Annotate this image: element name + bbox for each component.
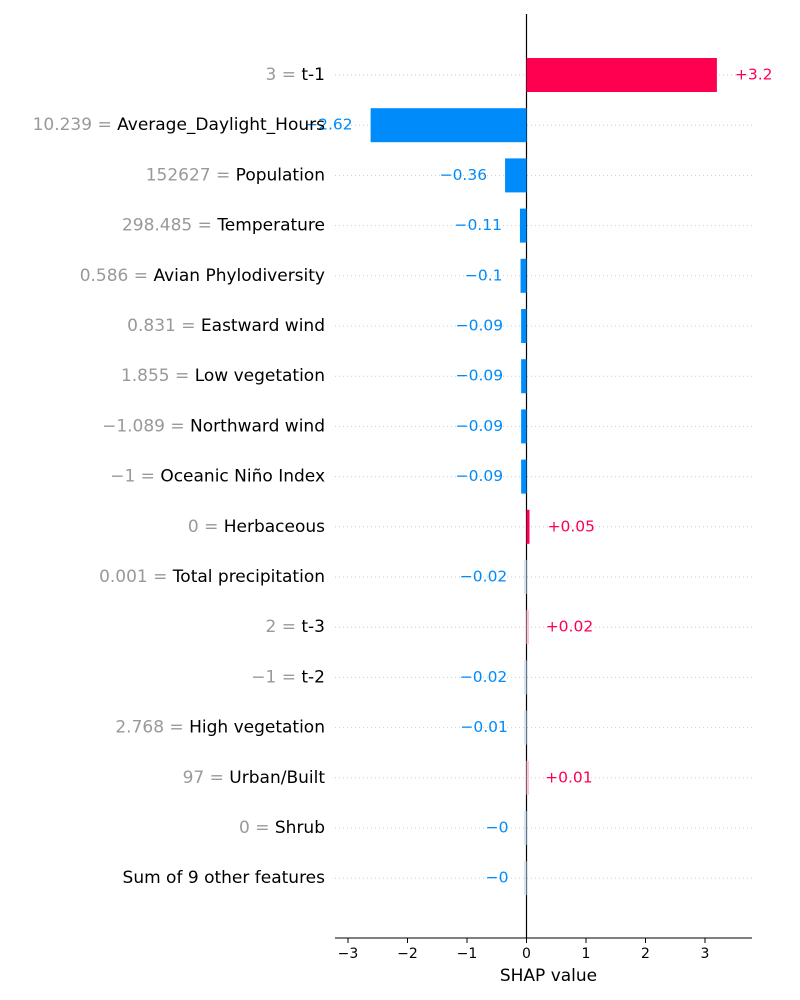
feature-value: 0.001 = [99,567,173,587]
feature-label: 298.485 = Temperature [122,216,325,236]
feature-name: Avian Phylodiversity [153,266,325,286]
x-tick-label: 1 [582,946,591,962]
bar-value-label: −0.11 [454,216,502,234]
feature-label: 0.001 = Total precipitation [99,567,325,587]
feature-label: 0.586 = Avian Phylodiversity [80,266,325,286]
x-axis-label: SHAP value [500,966,597,986]
shap-bar [519,208,527,243]
feature-value: −1 = [110,467,160,487]
feature-name: Urban/Built [229,768,325,788]
bar-value-label: −0.02 [460,668,508,686]
x-axis: −3 −2 −1 0 1 2 3 [335,937,752,962]
shap-bar [521,309,527,343]
feature-name: Herbaceous [224,517,325,537]
feature-name: Oceanic Niño Index [160,467,325,487]
feature-value: 10.239 = [33,115,118,135]
feature-name: t-3 [301,617,325,637]
shap-bar [524,660,527,695]
feature-label: 3 = t-1 [266,65,326,85]
feature-name: Average_Daylight_Hours [117,115,325,135]
shap-bar [521,359,527,394]
bar-value-label: −0.1 [465,266,503,284]
feature-name: Total precipitation [172,567,325,587]
x-tick-label: −1 [457,946,478,962]
feature-value: −1.089 = [102,416,190,436]
feature-value: 1.855 = [121,366,195,386]
feature-value: 0 = [239,818,275,838]
x-tick-label: 3 [701,946,710,962]
x-tick-label: −3 [338,946,359,962]
feature-name: Shrub [275,818,325,838]
bar-value-label: −0.01 [460,718,508,736]
bars [370,58,717,896]
feature-name: Sum of 9 other features [123,868,326,888]
shap-bar [370,108,527,143]
feature-name: Northward wind [190,416,325,436]
bar-value-label: −0 [486,869,509,887]
feature-value: 0 = [188,517,224,537]
feature-value: 2.768 = [115,718,189,738]
shap-bar [521,409,527,444]
bar-value-label: −0.02 [460,568,508,586]
x-tick-label: −2 [397,946,418,962]
shap-bar [524,811,527,845]
feature-label: 0 = Herbaceous [188,517,325,537]
feature-label: −1 = Oceanic Niño Index [110,467,325,487]
shap-bar [526,760,529,795]
feature-name: Low vegetation [195,366,325,386]
shap-bar [505,158,527,193]
feature-label: 2 = t-3 [266,617,326,637]
feature-value: 2 = [266,617,302,637]
bar-value-label: +0.05 [547,517,595,535]
shap-bar [520,258,527,293]
feature-name: Temperature [216,216,325,236]
shap-bar [524,861,527,896]
shap-bar [521,459,527,494]
shap-bar [526,610,529,645]
feature-name: Population [236,165,325,185]
bar-value-label: −0.09 [456,367,504,385]
bar-value-label: −0.36 [440,166,488,184]
bar-value-label: +0.01 [545,768,593,786]
feature-name: Eastward wind [201,316,325,336]
feature-label: 97 = Urban/Built [183,768,326,788]
feature-label: Sum of 9 other features [123,868,326,888]
bar-value-label: −0.09 [456,317,504,335]
feature-label: 152627 = Population [146,165,325,185]
shap-bar [524,560,527,594]
feature-value: 298.485 = [122,216,217,236]
feature-label: 0.831 = Eastward wind [127,316,325,336]
feature-name: t-2 [301,667,325,687]
bar-value-label: −0 [486,819,509,837]
bar-value-label: −0.09 [456,417,504,435]
feature-value: −1 = [251,667,301,687]
feature-value: 0.586 = [80,266,154,286]
shap-bar [524,710,527,745]
feature-name: High vegetation [189,718,325,738]
x-tick-label: 2 [641,946,650,962]
feature-value: 152627 = [146,165,236,185]
x-tick-label: 0 [522,946,531,962]
bar-value-label: −2.62 [305,116,353,134]
feature-label: −1 = t-2 [251,667,325,687]
shap-bar [526,58,717,92]
feature-label: 10.239 = Average_Daylight_Hours [33,115,326,135]
feature-label: 2.768 = High vegetation [115,718,325,738]
feature-label: 0 = Shrub [239,818,325,838]
feature-value: 0.831 = [127,316,201,336]
feature-label: −1.089 = Northward wind [102,416,325,436]
bar-value-label: −0.09 [456,467,504,485]
feature-value: 97 = [183,768,230,788]
feature-value: 3 = [266,65,302,85]
feature-label: 1.855 = Low vegetation [121,366,325,386]
bar-value-label: +3.2 [735,66,773,84]
feature-name: t-1 [301,65,325,85]
shap-bar [526,509,530,544]
grid-lines [335,74,752,879]
bar-value-label: +0.02 [546,618,594,636]
